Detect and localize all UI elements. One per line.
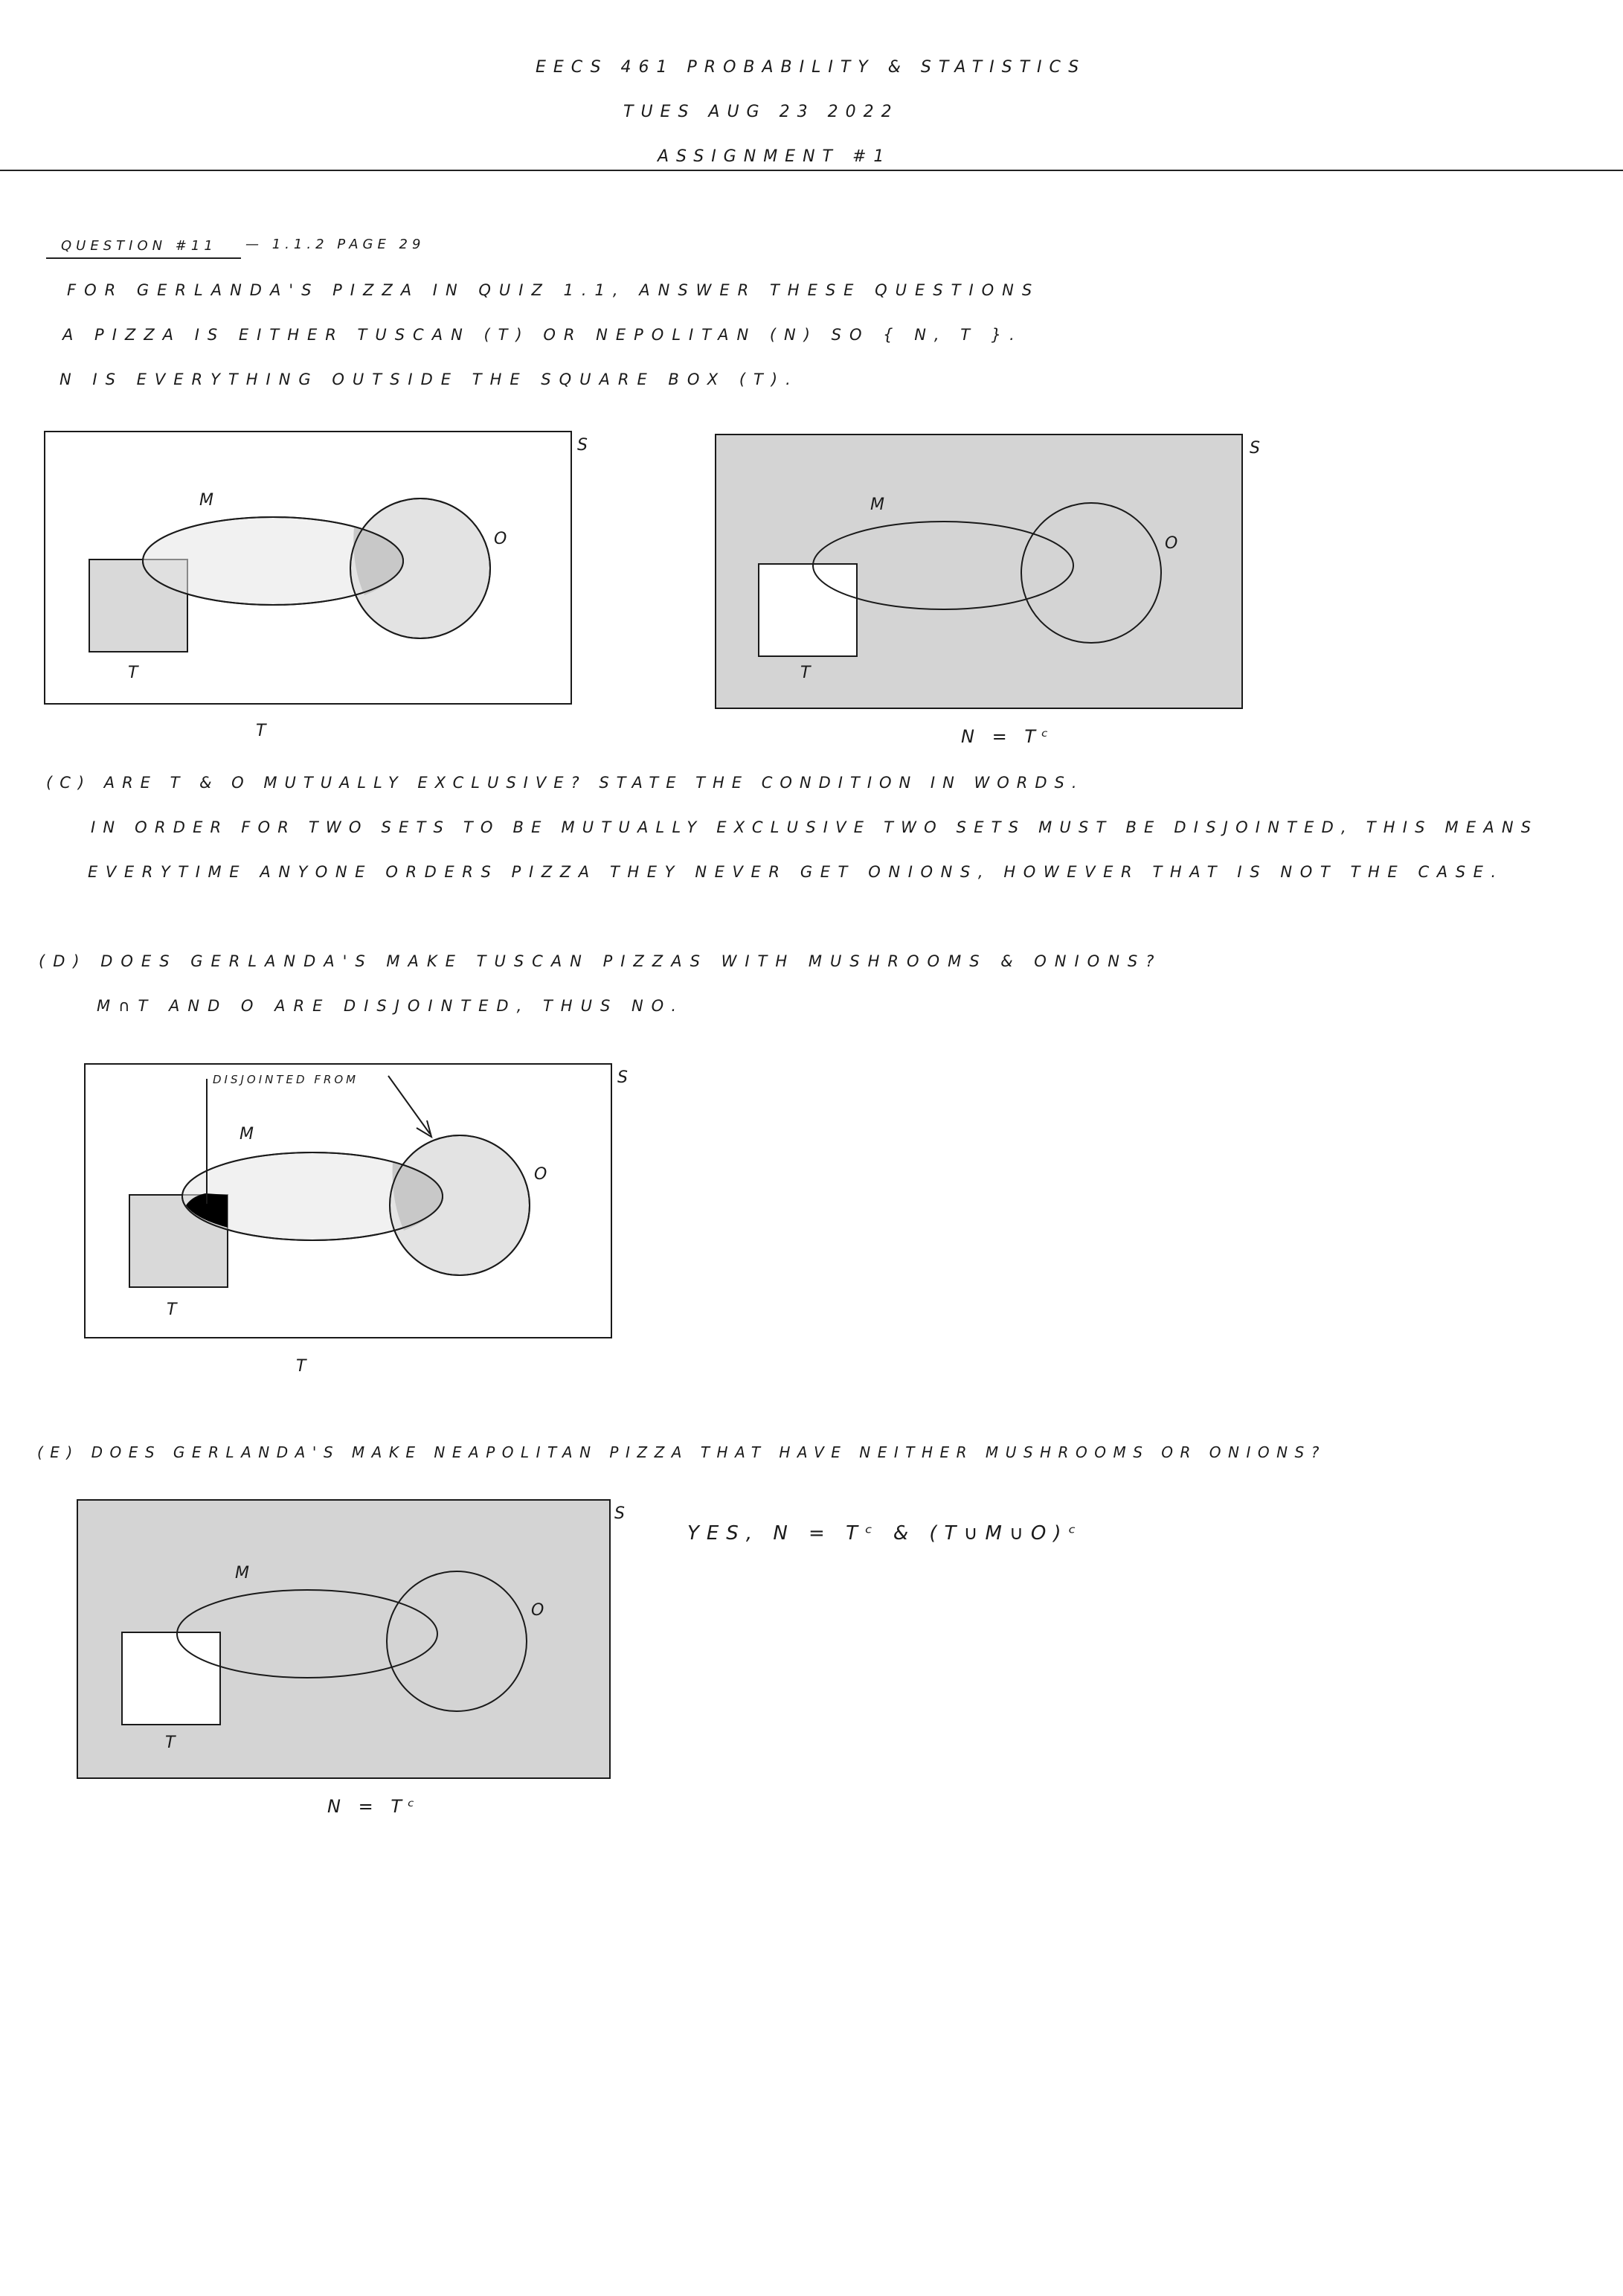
- part-e-answer: YES, N = Tᶜ & (T∪M∪O)ᶜ: [687, 1522, 1084, 1545]
- label-o: O: [1165, 534, 1178, 553]
- label-t: T: [128, 664, 138, 682]
- label-s: S: [614, 1504, 625, 1523]
- label-o: O: [494, 530, 507, 548]
- label-m: M: [235, 1564, 249, 1582]
- set-m-ellipse: [176, 1589, 438, 1678]
- question-underline: [46, 257, 241, 259]
- label-t: T: [800, 664, 811, 682]
- label-s: S: [577, 436, 588, 455]
- part-c-question: (C) ARE T & O MUTUALLY EXCLUSIVE? STATE …: [46, 774, 1084, 792]
- question-line-1: FOR GERLANDA'S PIZZA IN QUIZ 1.1, ANSWER…: [67, 281, 1041, 299]
- date-line: TUES AUG 23 2022: [623, 103, 899, 121]
- m-intersect-t-region: [186, 1193, 228, 1228]
- caption-t: T: [256, 722, 266, 740]
- part-c-answer-2: EVERYTIME ANYONE ORDERS PIZZA THEY NEVER…: [88, 863, 1504, 881]
- caption-t: T: [296, 1357, 306, 1376]
- disjointed-from-label: DISJOINTED FROM: [213, 1073, 359, 1086]
- label-s: S: [617, 1068, 628, 1087]
- label-s: S: [1250, 439, 1260, 458]
- question-title: QUESTION #11: [61, 238, 217, 254]
- set-m-ellipse: [812, 521, 1074, 610]
- part-d-question: (D) DOES GERLANDA'S MAKE TUSCAN PIZZAS W…: [39, 952, 1163, 970]
- question-line-2: A PIZZA IS EITHER TUSCAN (T) OR NEPOLITA…: [62, 326, 1023, 344]
- part-c-answer-1: IN ORDER FOR TWO SETS TO BE MUTUALLY EXC…: [91, 818, 1539, 836]
- label-o: O: [531, 1601, 544, 1620]
- set-t-square-white: [121, 1632, 221, 1725]
- set-t-square-white: [758, 563, 858, 657]
- part-d-answer: M∩T AND O ARE DISJOINTED, THUS NO.: [97, 997, 685, 1015]
- label-o: O: [534, 1165, 547, 1184]
- part-e-question: (E) DOES GERLANDA'S MAKE NEAPOLITAN PIZZ…: [37, 1443, 1326, 1461]
- question-line-3: N IS EVERYTHING OUTSIDE THE SQUARE BOX (…: [60, 371, 799, 388]
- assignment-title: ASSIGNMENT #1: [658, 147, 892, 166]
- m-o-overlap: [353, 527, 404, 595]
- header-divider: [0, 170, 1623, 171]
- question-reference: — 1.1.2 PAGE 29: [245, 237, 425, 252]
- set-o-circle: [1021, 502, 1162, 644]
- course-title: EECS 461 PROBABILITY & STATISTICS: [536, 58, 1087, 77]
- label-m: M: [199, 491, 213, 510]
- caption-n: N = Tᶜ: [961, 726, 1054, 747]
- label-m: M: [240, 1125, 254, 1144]
- set-o-circle: [386, 1571, 527, 1712]
- label-t: T: [165, 1734, 176, 1752]
- caption-n: N = Tᶜ: [327, 1796, 420, 1817]
- pointer-arrow: [388, 1075, 433, 1139]
- label-t: T: [167, 1301, 177, 1319]
- m-o-overlap: [392, 1162, 443, 1231]
- label-m: M: [870, 496, 884, 514]
